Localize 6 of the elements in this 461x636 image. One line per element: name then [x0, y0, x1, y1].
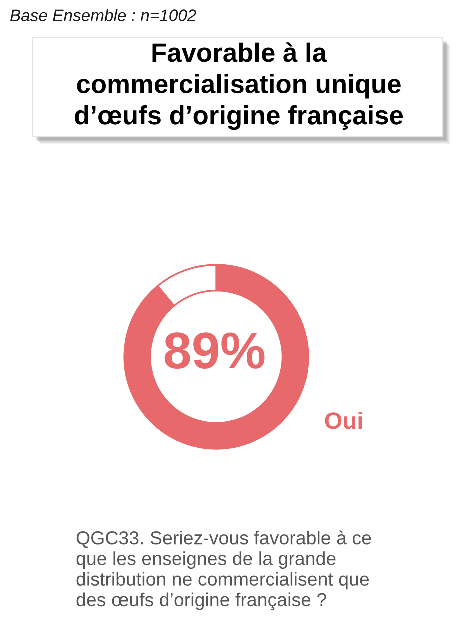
data-label: 89% — [164, 332, 265, 369]
text: QGC33. Seriez-vous favorable à ce que les enseignes de la grande distribution ne commercialisent que des œufs d’origine française ? — [76, 530, 372, 610]
donut-slice — [124, 264, 310, 450]
slice-label: Oui — [325, 412, 362, 430]
text: Base Ensemble : n=1002 — [10, 9, 196, 22]
chart-title: Favorable à la commercialisation unique d’œufs d’origine française — [75, 42, 404, 130]
